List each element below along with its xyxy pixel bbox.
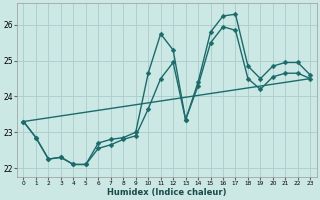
X-axis label: Humidex (Indice chaleur): Humidex (Indice chaleur) — [107, 188, 227, 197]
